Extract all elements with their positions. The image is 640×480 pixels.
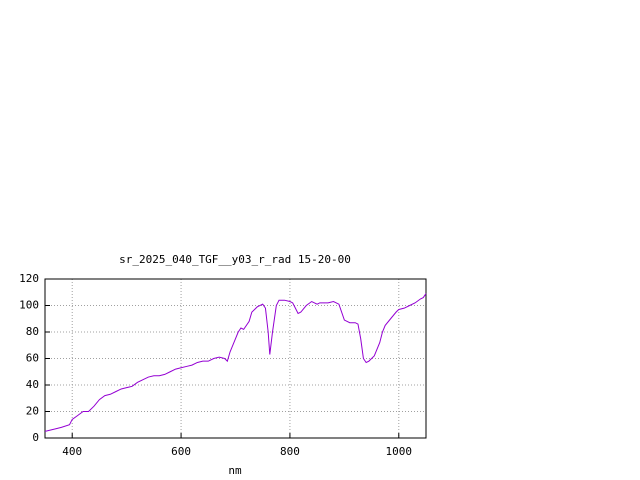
x-tick-label: 600 <box>171 445 191 458</box>
y-tick-label: 20 <box>26 405 39 418</box>
x-tick-label: 400 <box>62 445 82 458</box>
y-tick-label: 80 <box>26 325 39 338</box>
data-line <box>44 293 427 432</box>
x-axis-label: nm <box>228 464 242 477</box>
y-tick-label: 60 <box>26 352 39 365</box>
chart-title: sr_2025_040_TGF__y03_r_rad 15-20-00 <box>119 253 351 266</box>
x-tick-label: 800 <box>280 445 300 458</box>
y-tick-label: 40 <box>26 378 39 391</box>
y-tick-label: 120 <box>19 272 39 285</box>
y-tick-label: 0 <box>32 431 39 444</box>
plot-frame <box>44 278 427 439</box>
x-tick-label: 1000 <box>386 445 413 458</box>
y-tick-label: 100 <box>19 299 39 312</box>
